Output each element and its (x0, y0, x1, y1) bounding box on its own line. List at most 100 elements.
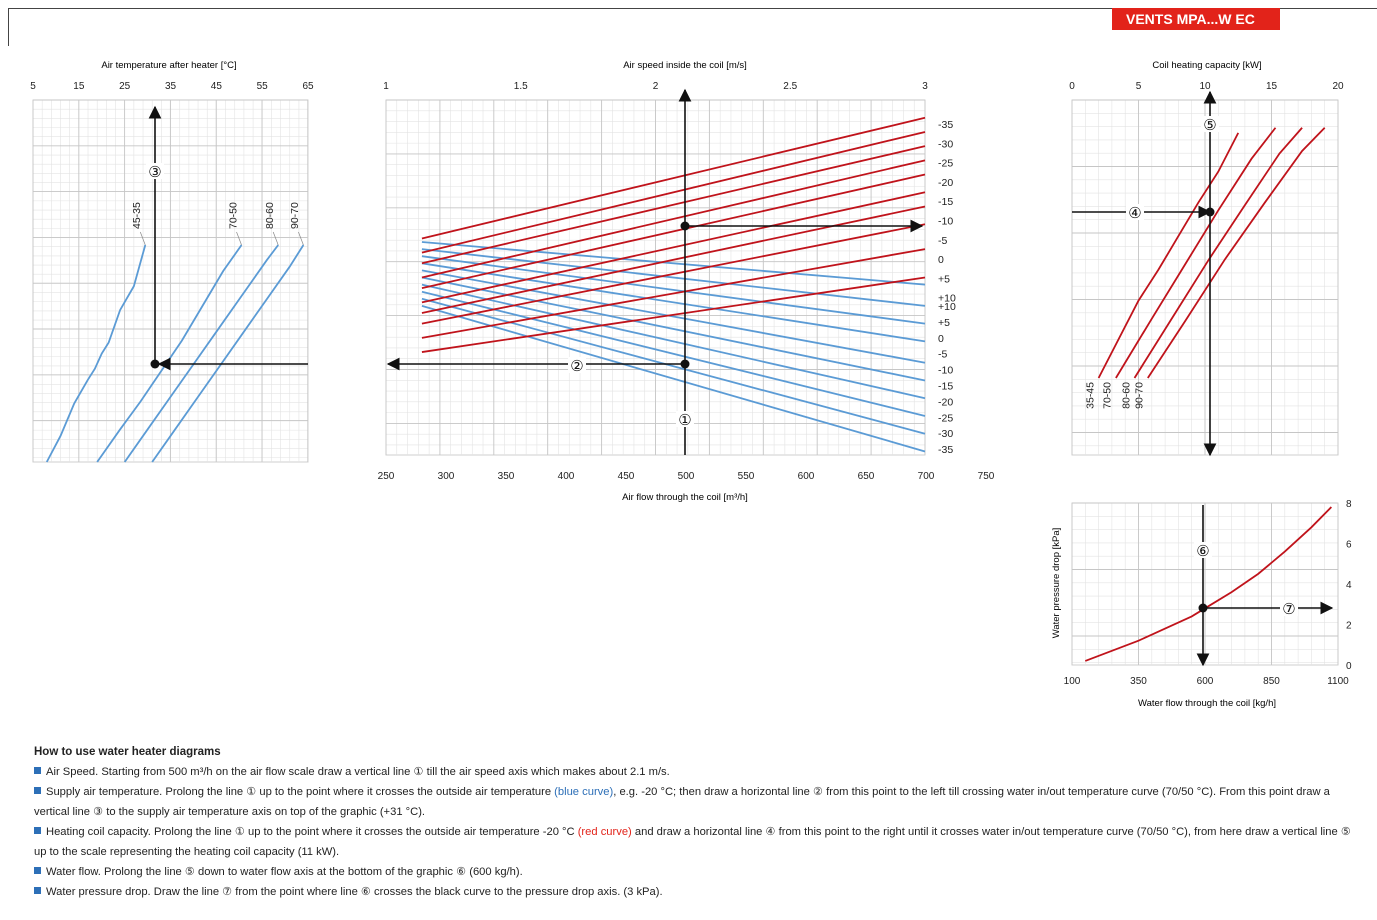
x-tick-label: 0 (1069, 81, 1075, 92)
capacity-chart: Coil heating capacity [kW] 0 5 10 15 20 35-4… (1069, 60, 1344, 456)
red-series--15 (421, 173, 926, 290)
blue-curve-label: -20 (938, 396, 953, 408)
air-temp-chart: Air temperature after heater [°C] 5 15 25 3… (30, 60, 314, 463)
blue-series-0 (421, 255, 926, 325)
pressure-drop-label: Water pressure drop [kPa] (1051, 528, 1062, 639)
series-label: 70-50 (227, 202, 239, 229)
capacity-curves: 35-45 70-50 80-60 90-70 (1084, 127, 1326, 409)
howto-step-4-text: Water flow. Prolong the line ⑤ down to w… (46, 866, 523, 878)
y-tick-label: 4 (1346, 580, 1352, 591)
series-label: 45-35 (131, 202, 143, 229)
air-speed-ticks: 1 1.5 2 2.5 3 250 300 350 400 450 500 550 600 650 700 7… (378, 81, 995, 482)
howto-step-3-text-c: and draw a horizontal line ④ from this p… (34, 826, 1351, 858)
blue-series--5 (421, 262, 926, 343)
x-tick-label: 20 (1332, 81, 1344, 92)
blue-series--10 (421, 269, 926, 364)
point-b (680, 359, 690, 369)
x-tick-label: 10 (1199, 81, 1211, 92)
x-tick-label: 350 (1130, 676, 1147, 687)
blue-curve-label: -25 (938, 412, 953, 424)
blue-curve-label: 0 (938, 333, 944, 345)
howto-step-3: Heating coil capacity. Prolong the line … (34, 822, 1364, 862)
howto-step-1-text: Air Speed. Starting from 500 m³/h on the… (46, 766, 670, 778)
bottom-tick-label: 250 (378, 471, 395, 482)
bullet-icon (34, 887, 41, 894)
leader-line (272, 231, 279, 246)
intersection-points (150, 207, 1215, 613)
step-markers: ① ② ③ ④ ⑤ ⑥ ⑦ (146, 116, 1298, 618)
x-tick-label: 45 (211, 81, 223, 92)
red-series--10 (421, 191, 926, 304)
red-series--25 (421, 145, 926, 265)
blue-series--30 (421, 297, 926, 435)
leader-line (139, 231, 146, 246)
howto-step-5-text: Water pressure drop. Draw the line ⑦ fro… (46, 886, 663, 898)
bottom-tick-label: 750 (978, 471, 995, 482)
bullet-icon (34, 787, 41, 794)
blue-curve-label: -15 (938, 381, 953, 393)
series-label: 70-50 (1102, 382, 1114, 409)
top-tick-label: 1 (383, 81, 389, 92)
water-heater-diagrams: Air temperature after heater [°C] 5 15 25 3… (30, 60, 1352, 709)
red-series--5 (421, 205, 926, 314)
red-series-0 (421, 223, 926, 325)
red-curve-note: (red curve) (577, 826, 632, 838)
bottom-tick-label: 450 (618, 471, 635, 482)
marker-3: ③ (148, 164, 161, 181)
bullet-icon (34, 767, 41, 774)
howto-step-2: Supply air temperature. Prolong the line… (34, 782, 1364, 822)
series-70-50 (96, 244, 243, 463)
point-d (1205, 207, 1215, 217)
series-80-60 (1133, 127, 1303, 379)
red-curve-label: -10 (938, 216, 953, 228)
header-rule-left (8, 8, 9, 46)
red-curve-label: +10 (938, 293, 956, 305)
air-temp-curves: 45-35 70-50 80-60 90-70 (45, 202, 305, 463)
x-tick-label: 25 (119, 81, 131, 92)
series-label: 35-45 (1084, 382, 1096, 409)
bullet-icon (34, 867, 41, 874)
x-tick-label: 850 (1263, 676, 1280, 687)
construction-lines (148, 88, 1334, 667)
capacity-ticks: 0 5 10 15 20 (1069, 81, 1344, 92)
x-tick-label: 5 (1136, 81, 1142, 92)
red-curve-label: -5 (938, 235, 947, 247)
x-tick-label: 55 (257, 81, 269, 92)
capacity-title: Coil heating capacity [kW] (1152, 60, 1261, 71)
red-curve-label: -25 (938, 158, 953, 170)
howto-step-2-text-a: Supply air temperature. Prolong the line… (46, 786, 555, 798)
air-temp-grid (32, 99, 309, 463)
x-tick-label: 100 (1064, 676, 1081, 687)
series-90-70 (1147, 127, 1326, 379)
red-curve-label: -15 (938, 196, 953, 208)
marker-6: ⑥ (1196, 543, 1209, 560)
x-tick-label: 5 (30, 81, 36, 92)
red-curve-label: -20 (938, 177, 953, 189)
howto-step-4: Water flow. Prolong the line ⑤ down to w… (34, 862, 1364, 882)
water-flow-label: Water flow through the coil [kg/h] (1138, 698, 1276, 709)
bottom-tick-label: 600 (798, 471, 815, 482)
bottom-tick-label: 350 (498, 471, 515, 482)
blue-curve-label: -35 (938, 444, 953, 456)
air-speed-title: Air speed inside the coil [m/s] (623, 60, 747, 71)
howto-section: How to use water heater diagrams Air Spe… (34, 742, 1364, 902)
howto-step-1: Air Speed. Starting from 500 m³/h on the… (34, 762, 1364, 782)
y-tick-label: 6 (1346, 540, 1352, 551)
blue-curve-label: -30 (938, 428, 953, 440)
x-tick-label: 15 (73, 81, 85, 92)
point-c (680, 221, 690, 231)
red-curve-label: -30 (938, 138, 953, 150)
point-e (1198, 603, 1208, 613)
red-series-+5 (421, 248, 926, 339)
series-80-60 (123, 244, 279, 463)
leader-line (298, 231, 304, 246)
x-tick-label: 65 (302, 81, 314, 92)
top-tick-label: 1.5 (514, 81, 528, 92)
air-speed-chart: Air speed inside the coil [m/s] Air flow… (378, 60, 995, 503)
marker-4: ④ (1128, 205, 1141, 222)
air-temp-ticks: 5 15 25 35 45 55 65 (30, 81, 314, 92)
pressure-grid (1071, 502, 1339, 666)
series-70-50 (1115, 127, 1277, 379)
air-temp-title: Air temperature after heater [°C] (101, 60, 236, 71)
pressure-curves (1084, 506, 1332, 662)
